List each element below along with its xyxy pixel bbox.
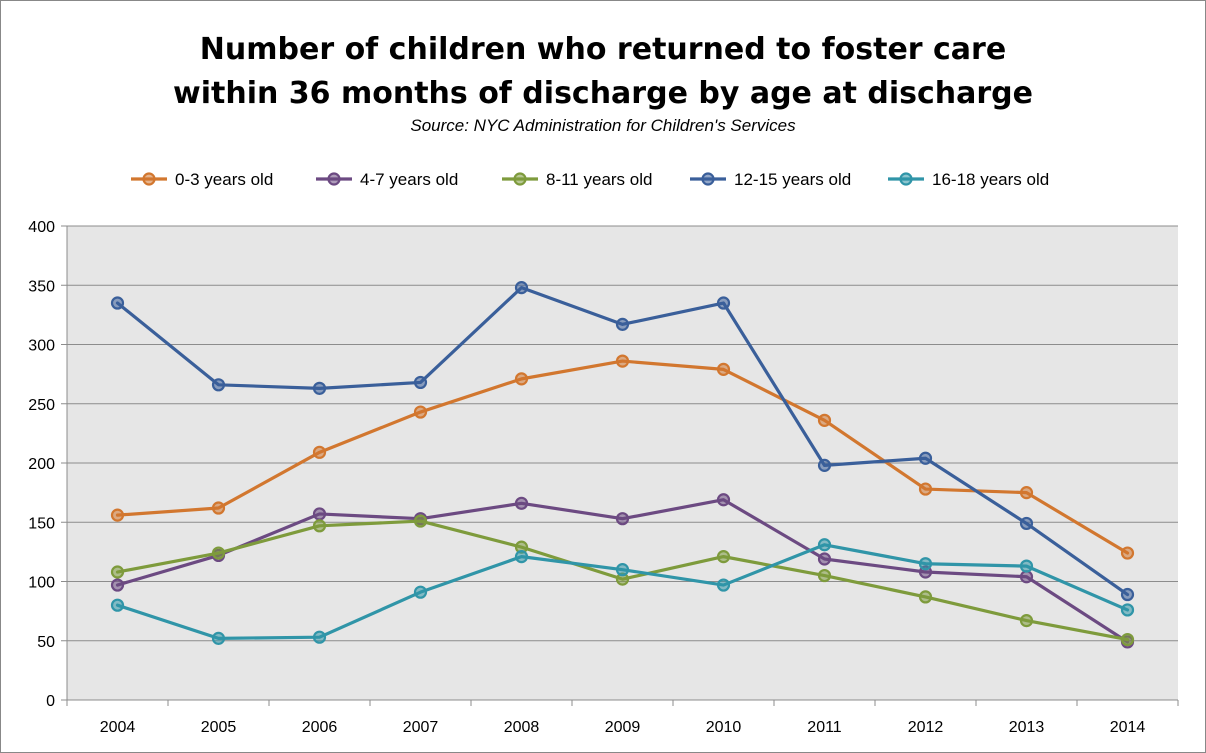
legend-entry: 12-15 years old bbox=[690, 170, 851, 189]
data-point bbox=[1019, 614, 1034, 628]
data-point bbox=[1019, 559, 1034, 573]
legend-label: 8-11 years old bbox=[546, 170, 652, 189]
x-tick-label: 2011 bbox=[807, 719, 842, 736]
data-point bbox=[514, 372, 529, 386]
data-point bbox=[312, 507, 327, 521]
data-point bbox=[211, 378, 226, 392]
legend-marker bbox=[899, 172, 913, 186]
data-point bbox=[817, 538, 832, 552]
data-point bbox=[918, 590, 933, 604]
data-point bbox=[1019, 486, 1034, 500]
data-point bbox=[514, 281, 529, 295]
data-point bbox=[716, 493, 731, 507]
data-point bbox=[817, 458, 832, 472]
data-point bbox=[413, 375, 428, 390]
x-tick-label: 2014 bbox=[1110, 719, 1146, 736]
y-tick-label: 50 bbox=[37, 634, 55, 651]
data-point bbox=[817, 568, 832, 583]
data-point bbox=[716, 296, 731, 310]
data-point bbox=[514, 496, 529, 510]
legend-label: 12-15 years old bbox=[734, 170, 851, 189]
x-tick-label: 2008 bbox=[504, 719, 540, 736]
y-tick-label: 300 bbox=[28, 338, 55, 355]
chart-title: Number of children who returned to foste… bbox=[0, 28, 1206, 116]
series-0 bbox=[110, 354, 1135, 560]
y-tick-label: 200 bbox=[28, 456, 55, 473]
legend-marker bbox=[701, 172, 715, 186]
data-point bbox=[1120, 603, 1135, 617]
y-tick-label: 350 bbox=[28, 278, 55, 295]
data-point bbox=[413, 405, 428, 419]
data-point bbox=[312, 381, 327, 395]
data-point bbox=[1019, 516, 1034, 531]
data-point bbox=[817, 552, 832, 566]
x-tick-label: 2005 bbox=[201, 719, 237, 736]
data-point bbox=[413, 514, 428, 528]
legend-entry: 4-7 years old bbox=[316, 170, 458, 189]
legend-label: 0-3 years old bbox=[175, 170, 273, 189]
legend-marker bbox=[513, 172, 527, 186]
data-point bbox=[110, 598, 125, 612]
y-tick-label: 100 bbox=[28, 575, 55, 592]
legend-entry: 0-3 years old bbox=[131, 170, 273, 189]
series-2 bbox=[110, 514, 1135, 647]
x-tick-label: 2007 bbox=[403, 719, 439, 736]
data-point bbox=[110, 578, 125, 592]
data-point bbox=[413, 585, 428, 599]
data-point bbox=[918, 557, 933, 571]
chart-subtitle: Source: NYC Administration for Children'… bbox=[410, 116, 796, 135]
data-point bbox=[312, 519, 327, 533]
series-3 bbox=[110, 281, 1135, 602]
data-point bbox=[615, 563, 630, 577]
data-point bbox=[110, 296, 125, 310]
legend-label: 4-7 years old bbox=[360, 170, 458, 189]
data-point bbox=[110, 508, 125, 522]
data-point bbox=[1120, 587, 1135, 602]
legend-entry: 16-18 years old bbox=[888, 170, 1049, 189]
data-point bbox=[1019, 570, 1034, 584]
data-point bbox=[1120, 632, 1135, 647]
y-tick-label: 250 bbox=[28, 397, 55, 414]
x-tick-label: 2013 bbox=[1009, 719, 1045, 736]
chart-title-line-1: Number of children who returned to foste… bbox=[199, 32, 1007, 67]
y-tick-label: 0 bbox=[46, 693, 55, 710]
data-point bbox=[514, 550, 529, 564]
y-tick-label: 150 bbox=[28, 515, 55, 532]
chart-title-line-2: within 36 months of discharge by age at … bbox=[173, 76, 1033, 111]
legend-entry: 8-11 years old bbox=[502, 170, 652, 189]
x-tick-label: 2009 bbox=[605, 719, 641, 736]
data-point bbox=[918, 451, 933, 465]
y-tick-label: 400 bbox=[28, 219, 55, 236]
x-tick-label: 2010 bbox=[706, 719, 742, 736]
legend-label: 16-18 years old bbox=[932, 170, 1049, 189]
x-tick-label: 2004 bbox=[100, 719, 136, 736]
series-4 bbox=[110, 538, 1135, 645]
data-point bbox=[716, 578, 731, 592]
data-point bbox=[716, 550, 731, 564]
data-point bbox=[615, 354, 630, 368]
data-point bbox=[110, 565, 125, 579]
data-point bbox=[312, 445, 327, 459]
data-point bbox=[918, 482, 933, 496]
x-tick-label: 2012 bbox=[908, 719, 944, 736]
data-point bbox=[211, 501, 226, 515]
legend-marker bbox=[327, 172, 341, 186]
data-point bbox=[312, 630, 327, 644]
data-point bbox=[615, 512, 630, 526]
x-tick-label: 2006 bbox=[302, 719, 338, 736]
legend-marker bbox=[142, 172, 156, 186]
data-point bbox=[211, 546, 226, 560]
data-point bbox=[211, 631, 226, 645]
data-point bbox=[716, 362, 731, 376]
data-point bbox=[817, 413, 832, 427]
data-point bbox=[1120, 546, 1135, 560]
data-point bbox=[615, 317, 630, 331]
